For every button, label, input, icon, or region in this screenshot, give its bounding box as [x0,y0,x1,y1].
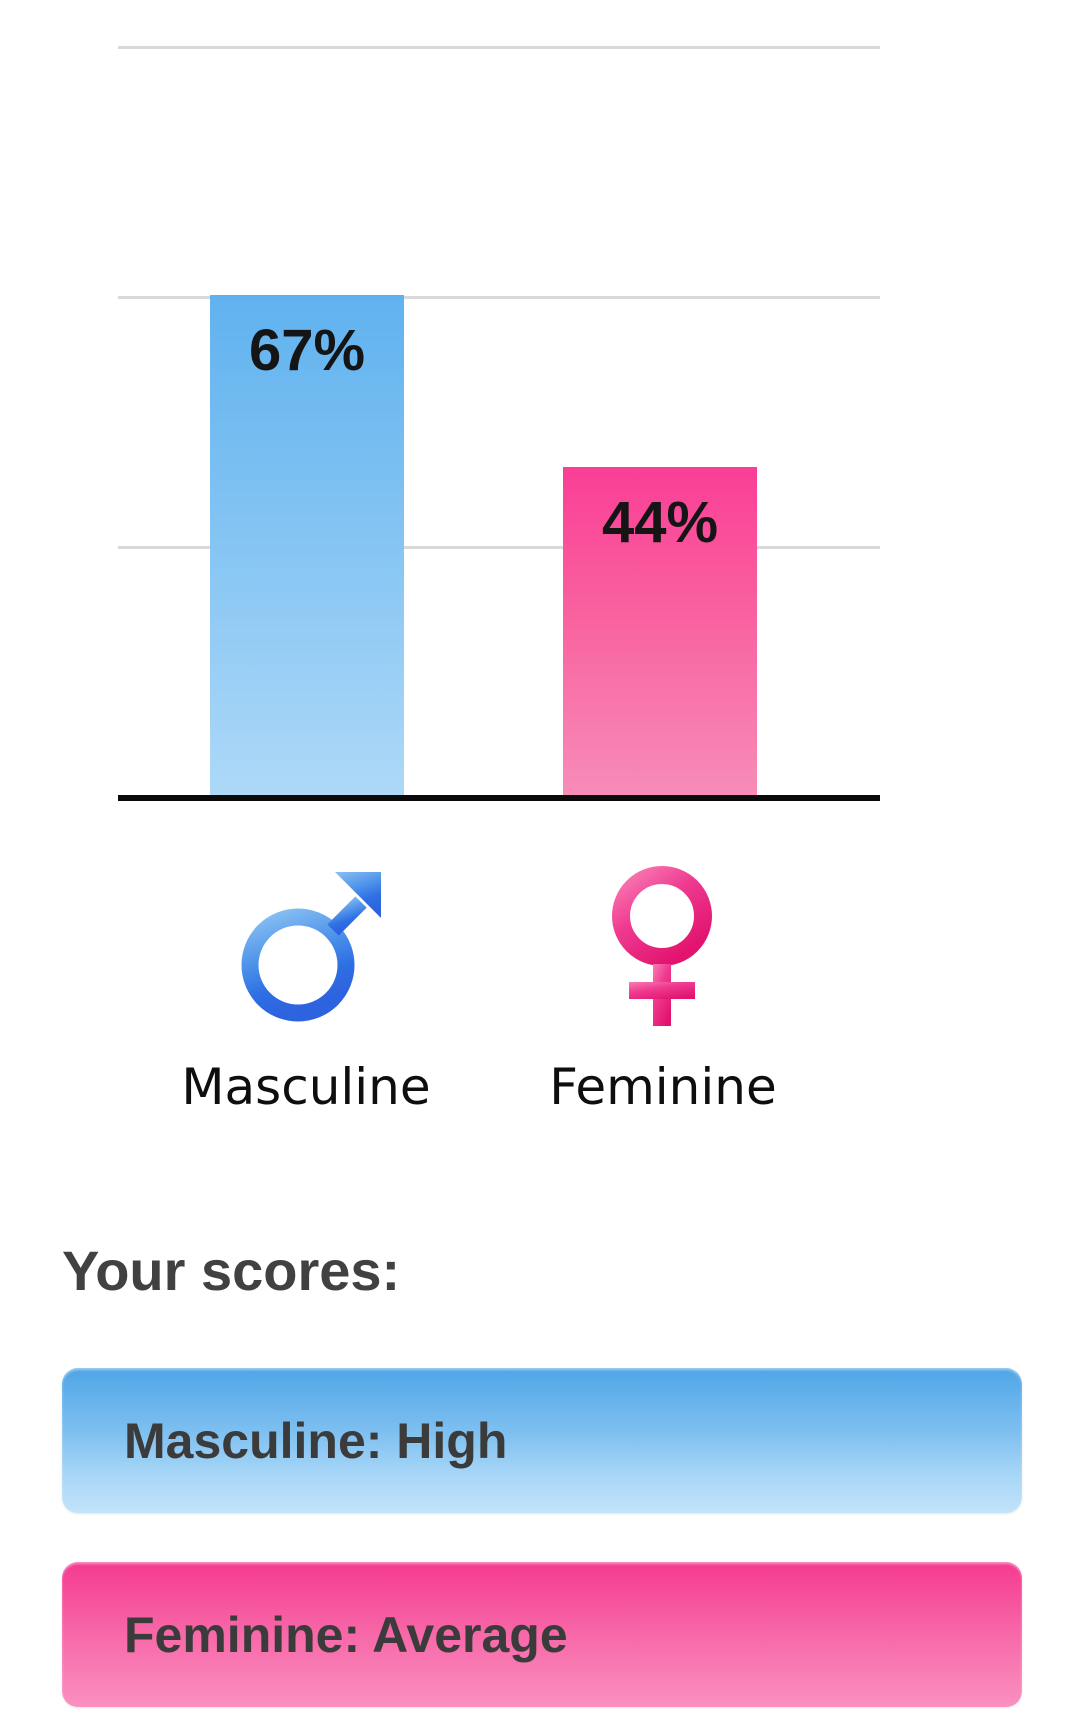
feminine-bar-value: 44% [601,490,719,555]
male-symbol-icon [241,872,381,1022]
masculine-bar: 67% [210,294,404,799]
gender-scores-bar-chart: 67% 44% [118,46,880,1116]
axis-label-feminine: Feminine [549,1058,777,1116]
feminine-score-label: Feminine: Average [124,1606,568,1663]
masculine-score-pill: Masculine: High [62,1368,1022,1513]
female-symbol-icon [612,866,712,1026]
masculine-score-label: Masculine: High [124,1412,508,1469]
masculine-bar-value: 67% [248,317,366,383]
feminine-score-pill: Feminine: Average [62,1562,1022,1707]
axis-label-masculine: Masculine [181,1058,431,1116]
chart-baseline [118,795,880,801]
chart-gridline [118,546,880,550]
feminine-bar: 44% [563,467,757,799]
chart-gridline [118,46,880,49]
chart-gridline [118,295,880,299]
scores-heading: Your scores: [62,1239,401,1302]
